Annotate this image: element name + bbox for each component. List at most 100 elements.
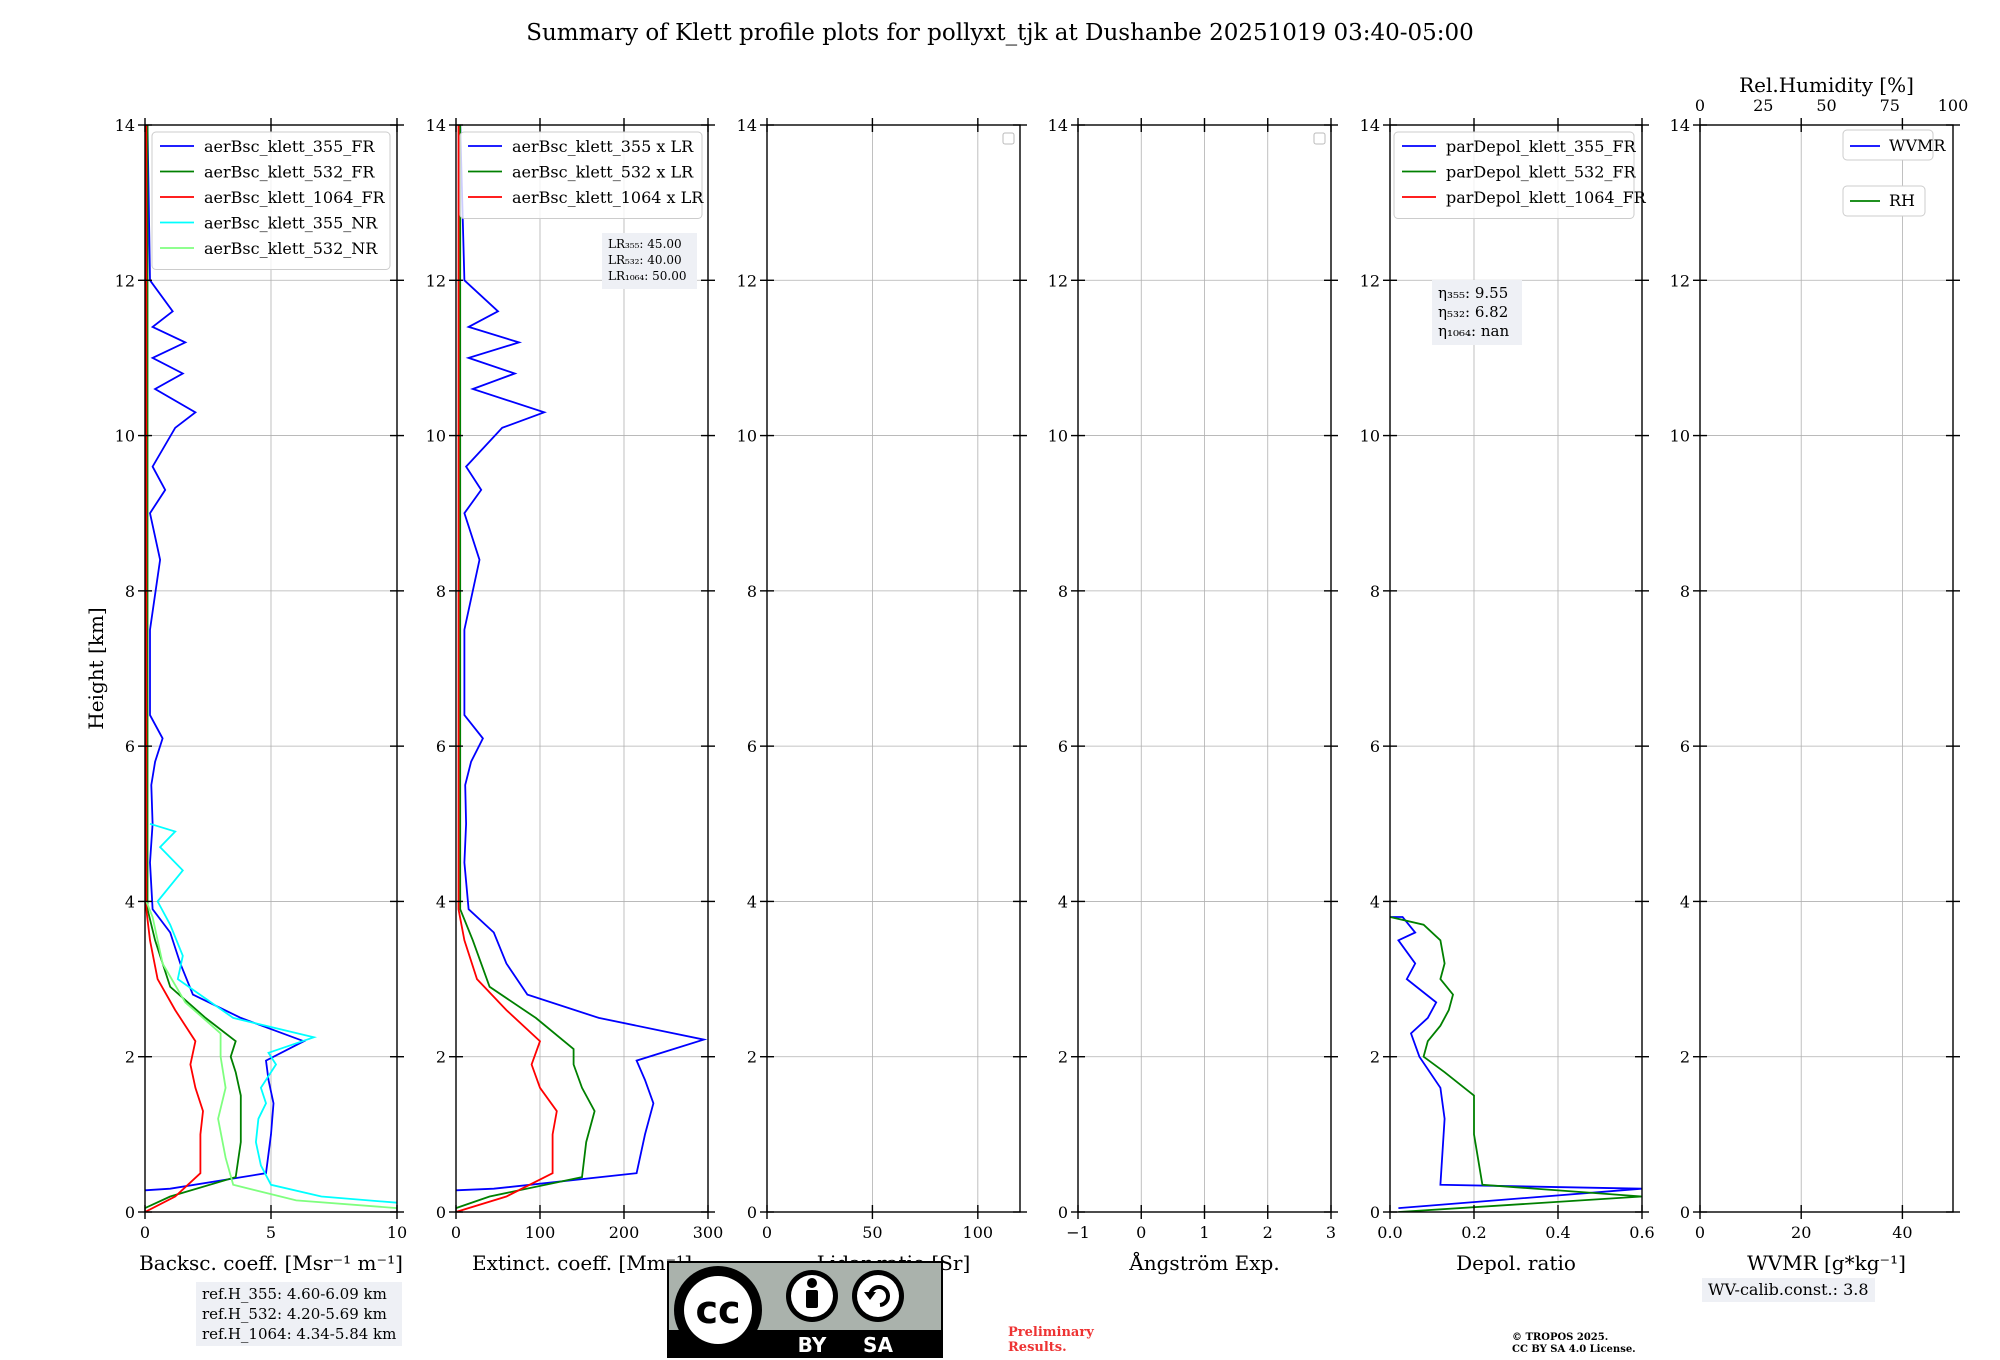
y-tick-label: 8 (125, 582, 135, 601)
sa-icon-arrow (868, 1285, 890, 1307)
legend-ext-label: aerBsc_klett_1064 x LR (512, 188, 704, 207)
x-tick-label: 5 (266, 1223, 276, 1242)
x-tick-label: 0.4 (1545, 1223, 1570, 1242)
y-tick-label: 0 (1680, 1203, 1690, 1222)
x-tick-label: 3 (1326, 1223, 1336, 1242)
y-tick-label: 0 (125, 1203, 135, 1222)
y-tick-label: 12 (737, 271, 757, 290)
x-axis-label: Depol. ratio (1456, 1251, 1576, 1275)
axes-frame (455, 124, 709, 1213)
y-tick-label: 4 (1058, 892, 1068, 911)
x-tick-label: 200 (609, 1223, 640, 1242)
y-tick-label: 2 (747, 1048, 757, 1067)
legend-bsc-label: aerBsc_klett_1064_FR (204, 188, 386, 207)
y-tick-label: 12 (115, 271, 135, 290)
y-tick-label: 8 (747, 582, 757, 601)
x-tick-label: 0.2 (1461, 1223, 1486, 1242)
y-tick-label: 6 (747, 737, 757, 756)
wv-calib-box: WV-calib.const.: 3.8 (1702, 1278, 1875, 1302)
x-tick-label: 20 (1791, 1223, 1811, 1242)
cc-license-badge: cc BY SA (667, 1261, 943, 1358)
y-tick-label: 2 (1370, 1048, 1380, 1067)
legend-bsc-label: aerBsc_klett_355_FR (204, 137, 375, 156)
empty-legend-lidar-ratio (1002, 132, 1015, 145)
preliminary-note: Preliminary Results. (1008, 1325, 1094, 1355)
x-tick-label: 40 (1892, 1223, 1912, 1242)
copyright-note: © TROPOS 2025. CC BY SA 4.0 License. (1512, 1332, 1636, 1356)
series-line-aerbsc-klett-532-nr (145, 901, 397, 1209)
legend-bsc-label: aerBsc_klett_532_NR (204, 239, 378, 258)
legend-ext-box (459, 131, 703, 219)
x-tick-label: 100 (963, 1223, 994, 1242)
sa-icon-inner (857, 1275, 899, 1317)
series-line-aerbsc-klett-532-fr (145, 125, 242, 1209)
top-x-tick-label: 75 (1880, 96, 1900, 115)
x-tick-label: 0.6 (1629, 1223, 1654, 1242)
x-tick-label: 0 (1136, 1223, 1146, 1242)
y-tick-label: 12 (1670, 271, 1690, 290)
preliminary-line-2: Results. (1008, 1340, 1067, 1355)
series-line-aerbsc-klett-532-x-lr (456, 125, 596, 1209)
top-x-tick-label: 50 (1816, 96, 1836, 115)
y-tick-label: 6 (436, 737, 446, 756)
legend-depol-label: parDepol_klett_1064_FR (1446, 188, 1647, 207)
refh-532-text: ref.H_532: 4.20-5.69 km (202, 1305, 387, 1323)
legend-depol-label: parDepol_klett_355_FR (1446, 137, 1637, 156)
figure-title: Summary of Klett profile plots for polly… (526, 20, 1474, 46)
sa-icon-arrowhead (864, 1292, 876, 1300)
lidar-ratio-info-text: LR₁₀₆₄: 50.00 (608, 269, 686, 283)
wv-calib-text: WV-calib.const.: 3.8 (1708, 1280, 1869, 1299)
cc-circle-inner (684, 1276, 752, 1344)
by-icon-body (806, 1290, 818, 1308)
y-tick-label: 8 (436, 582, 446, 601)
y-tick-label: 14 (1670, 116, 1690, 135)
legend-rh-box (1842, 185, 1926, 217)
y-tick-label: 2 (125, 1048, 135, 1067)
legend-depol-label: parDepol_klett_532_FR (1446, 163, 1637, 182)
axes-frame (1389, 124, 1643, 1213)
x-tick-label: 0 (1695, 1223, 1705, 1242)
y-tick-label: 12 (1048, 271, 1068, 290)
axes-frame (1699, 124, 1954, 1213)
legend-wvmr-box (1842, 129, 1934, 161)
x-tick-label: 0 (140, 1223, 150, 1242)
y-tick-label: 10 (1048, 427, 1068, 446)
preliminary-line-1: Preliminary (1008, 1325, 1094, 1340)
y-tick-label: 6 (1680, 737, 1690, 756)
y-tick-label: 10 (1360, 427, 1380, 446)
y-tick-label: 6 (1058, 737, 1068, 756)
by-label: BY (798, 1333, 827, 1357)
x-tick-label: 10 (387, 1223, 407, 1242)
y-tick-label: 2 (1680, 1048, 1690, 1067)
legend-ext-label: aerBsc_klett_532 x LR (512, 163, 694, 182)
y-tick-label: 0 (1058, 1203, 1068, 1222)
y-tick-label: 2 (436, 1048, 446, 1067)
x-tick-label: −1 (1066, 1223, 1090, 1242)
x-axis-label: Backsc. coeff. [Msr⁻¹ m⁻¹] (139, 1251, 403, 1275)
copyright-line-2: CC BY SA 4.0 License. (1512, 1344, 1636, 1355)
y-tick-label: 4 (1370, 892, 1380, 911)
y-tick-label: 4 (1680, 892, 1690, 911)
legend-bsc-box (151, 131, 391, 270)
top-x-tick-label: 100 (1938, 96, 1969, 115)
y-tick-label: 4 (125, 892, 135, 911)
x-axis-label: Extinct. coeff. [Mm⁻¹] (472, 1251, 692, 1275)
legend-bsc-label: aerBsc_klett_532_FR (204, 163, 375, 182)
lidar-ratio-info-box (602, 233, 697, 289)
legend-wvmr-label: WVMR (1889, 136, 1946, 155)
y-tick-label: 10 (426, 427, 446, 446)
refh-info-box: ref.H_355: 4.60-6.09 km ref.H_532: 4.20-… (196, 1282, 403, 1346)
cc-logo-text: cc (695, 1288, 740, 1332)
x-tick-label: 0.0 (1377, 1223, 1402, 1242)
y-tick-label: 0 (747, 1203, 757, 1222)
by-icon-head (807, 1278, 817, 1288)
x-tick-label: 0 (762, 1223, 772, 1242)
eta-info-text: η₁₀₆₄: nan (1438, 322, 1509, 340)
y-tick-label: 8 (1370, 582, 1380, 601)
top-x-tick-label: 0 (1695, 96, 1705, 115)
eta-info-box (1432, 280, 1522, 345)
x-tick-label: 300 (693, 1223, 724, 1242)
y-tick-label: 0 (436, 1203, 446, 1222)
y-tick-label: 4 (747, 892, 757, 911)
